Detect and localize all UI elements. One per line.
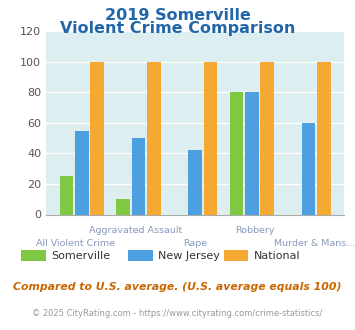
Text: New Jersey: New Jersey bbox=[158, 251, 220, 261]
Bar bbox=[302, 123, 316, 214]
Text: Violent Crime Comparison: Violent Crime Comparison bbox=[60, 21, 295, 36]
Text: Somerville: Somerville bbox=[51, 251, 111, 261]
Bar bbox=[189, 150, 202, 214]
Text: All Violent Crime: All Violent Crime bbox=[37, 239, 115, 248]
Bar bbox=[75, 131, 89, 214]
Bar bbox=[90, 62, 104, 214]
Text: National: National bbox=[254, 251, 300, 261]
Bar bbox=[261, 62, 274, 214]
Bar bbox=[230, 92, 244, 214]
Bar bbox=[204, 62, 217, 214]
Text: Rape: Rape bbox=[183, 239, 207, 248]
Bar bbox=[147, 62, 161, 214]
Bar bbox=[60, 176, 73, 214]
Text: Compared to U.S. average. (U.S. average equals 100): Compared to U.S. average. (U.S. average … bbox=[13, 282, 342, 292]
Text: Aggravated Assault: Aggravated Assault bbox=[89, 226, 182, 235]
Text: Murder & Mans...: Murder & Mans... bbox=[274, 239, 355, 248]
Bar bbox=[132, 138, 145, 214]
Text: 2019 Somerville: 2019 Somerville bbox=[105, 8, 250, 23]
Bar bbox=[317, 62, 331, 214]
Bar bbox=[245, 92, 259, 214]
Text: Robbery: Robbery bbox=[235, 226, 275, 235]
Text: © 2025 CityRating.com - https://www.cityrating.com/crime-statistics/: © 2025 CityRating.com - https://www.city… bbox=[32, 309, 323, 317]
Bar bbox=[116, 199, 130, 214]
